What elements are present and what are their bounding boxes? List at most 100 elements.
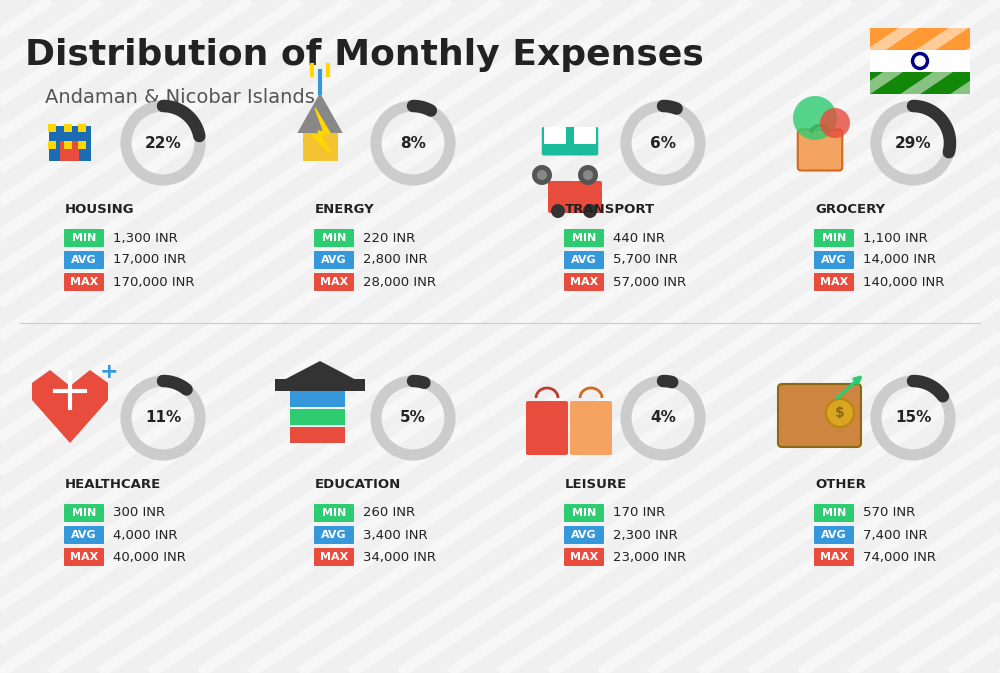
FancyBboxPatch shape [778, 384, 861, 447]
FancyBboxPatch shape [870, 28, 970, 50]
Text: AVG: AVG [821, 255, 847, 265]
FancyBboxPatch shape [64, 229, 104, 247]
FancyBboxPatch shape [314, 504, 354, 522]
Text: 2,300 INR: 2,300 INR [613, 528, 678, 542]
Text: 6%: 6% [650, 135, 676, 151]
FancyBboxPatch shape [564, 251, 604, 269]
FancyBboxPatch shape [314, 251, 354, 269]
Text: 2,800 INR: 2,800 INR [363, 254, 428, 267]
Polygon shape [312, 108, 330, 153]
Text: MAX: MAX [570, 277, 598, 287]
FancyBboxPatch shape [314, 548, 354, 566]
FancyBboxPatch shape [64, 504, 104, 522]
FancyBboxPatch shape [314, 273, 354, 291]
Text: 440 INR: 440 INR [613, 232, 665, 244]
Text: 11%: 11% [145, 411, 181, 425]
FancyBboxPatch shape [48, 141, 56, 149]
Text: 1,300 INR: 1,300 INR [113, 232, 178, 244]
Circle shape [583, 204, 597, 218]
Text: MAX: MAX [70, 552, 98, 562]
FancyBboxPatch shape [544, 127, 566, 144]
Text: AVG: AVG [321, 530, 347, 540]
FancyBboxPatch shape [78, 124, 86, 132]
FancyBboxPatch shape [564, 548, 604, 566]
Text: 14,000 INR: 14,000 INR [863, 254, 936, 267]
Text: 28,000 INR: 28,000 INR [363, 275, 436, 289]
FancyBboxPatch shape [814, 251, 854, 269]
Text: 34,000 INR: 34,000 INR [363, 551, 436, 563]
Text: LEISURE: LEISURE [565, 478, 627, 491]
FancyBboxPatch shape [64, 251, 104, 269]
Text: MIN: MIN [822, 233, 846, 243]
Text: AVG: AVG [71, 255, 97, 265]
FancyBboxPatch shape [275, 379, 365, 391]
FancyBboxPatch shape [303, 133, 338, 160]
Text: ENERGY: ENERGY [315, 203, 375, 216]
Circle shape [532, 165, 552, 185]
Text: 220 INR: 220 INR [363, 232, 415, 244]
Text: AVG: AVG [321, 255, 347, 265]
Text: AVG: AVG [71, 530, 97, 540]
Text: 5%: 5% [400, 411, 426, 425]
FancyBboxPatch shape [314, 526, 354, 544]
Text: +: + [100, 362, 119, 382]
Text: MAX: MAX [320, 277, 348, 287]
FancyBboxPatch shape [564, 526, 604, 544]
FancyBboxPatch shape [60, 141, 79, 160]
Circle shape [915, 56, 925, 66]
Text: MIN: MIN [322, 508, 346, 518]
Text: 23,000 INR: 23,000 INR [613, 551, 686, 563]
FancyBboxPatch shape [870, 50, 970, 72]
FancyBboxPatch shape [290, 427, 345, 443]
Text: MAX: MAX [820, 552, 848, 562]
Circle shape [793, 96, 837, 140]
Circle shape [911, 52, 928, 69]
Text: 40,000 INR: 40,000 INR [113, 551, 186, 563]
FancyBboxPatch shape [542, 127, 598, 155]
Circle shape [537, 170, 547, 180]
Text: 260 INR: 260 INR [363, 507, 415, 520]
Text: 74,000 INR: 74,000 INR [863, 551, 936, 563]
Text: Distribution of Monthly Expenses: Distribution of Monthly Expenses [25, 38, 704, 72]
Text: HOUSING: HOUSING [65, 203, 135, 216]
Text: MIN: MIN [72, 233, 96, 243]
Text: 22%: 22% [145, 135, 181, 151]
Text: Andaman & Nicobar Islands: Andaman & Nicobar Islands [45, 88, 315, 107]
FancyBboxPatch shape [64, 526, 104, 544]
FancyBboxPatch shape [564, 504, 604, 522]
Text: MAX: MAX [70, 277, 98, 287]
Text: 8%: 8% [400, 135, 426, 151]
FancyBboxPatch shape [314, 229, 354, 247]
FancyBboxPatch shape [870, 72, 970, 94]
FancyBboxPatch shape [64, 124, 72, 132]
Text: 29%: 29% [895, 135, 931, 151]
FancyBboxPatch shape [290, 391, 345, 407]
FancyBboxPatch shape [814, 526, 854, 544]
Text: AVG: AVG [571, 530, 597, 540]
Circle shape [578, 165, 598, 185]
Text: TRANSPORT: TRANSPORT [565, 203, 655, 216]
Text: 3,400 INR: 3,400 INR [363, 528, 428, 542]
FancyBboxPatch shape [290, 409, 345, 425]
FancyBboxPatch shape [526, 401, 568, 455]
Text: GROCERY: GROCERY [815, 203, 885, 216]
Text: MAX: MAX [820, 277, 848, 287]
FancyBboxPatch shape [78, 141, 86, 149]
FancyBboxPatch shape [570, 401, 612, 455]
Text: MIN: MIN [572, 508, 596, 518]
Text: 57,000 INR: 57,000 INR [613, 275, 686, 289]
Text: 17,000 INR: 17,000 INR [113, 254, 186, 267]
Text: AVG: AVG [821, 530, 847, 540]
Text: 570 INR: 570 INR [863, 507, 915, 520]
Text: 170 INR: 170 INR [613, 507, 665, 520]
Text: MAX: MAX [320, 552, 348, 562]
Text: 5,700 INR: 5,700 INR [613, 254, 678, 267]
Circle shape [826, 399, 854, 427]
Text: EDUCATION: EDUCATION [315, 478, 401, 491]
Text: $: $ [835, 406, 845, 420]
Polygon shape [297, 93, 343, 133]
Text: 7,400 INR: 7,400 INR [863, 528, 928, 542]
FancyBboxPatch shape [49, 125, 91, 160]
FancyBboxPatch shape [48, 124, 56, 132]
FancyBboxPatch shape [64, 548, 104, 566]
